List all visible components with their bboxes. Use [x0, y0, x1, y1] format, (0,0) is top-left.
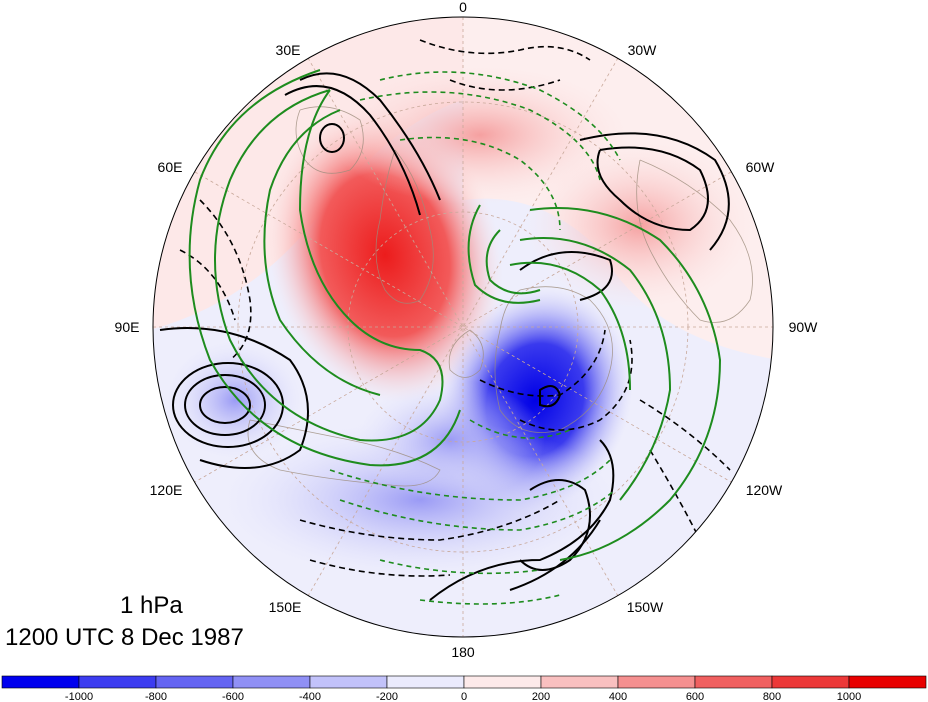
colorbar-swatch: [771, 675, 850, 689]
colorbar-tick-label: -600: [222, 691, 244, 702]
lon-label-60e: 60E: [158, 159, 183, 175]
lon-label-30w: 30W: [628, 42, 658, 58]
colorbar-swatch: [463, 675, 542, 689]
lon-label-30e: 30E: [276, 42, 301, 58]
colorbar-swatch: [848, 675, 927, 689]
colorbar-swatch: [540, 675, 619, 689]
timestamp-label: 1200 UTC 8 Dec 1987: [5, 624, 244, 651]
colorbar-swatch: [386, 675, 465, 689]
lon-label-0: 0: [459, 0, 467, 15]
colorbar-tick-label: 0: [461, 691, 467, 702]
lon-label-60w: 60W: [746, 159, 776, 175]
colorbar-swatch: [694, 675, 773, 689]
colorbar: -1000 -800 -600 -400 -200 0 200 400 600 800 1000: [1, 675, 927, 702]
colorbar-tick-label: 800: [763, 691, 781, 702]
colorbar-swatch: [309, 675, 388, 689]
lon-label-90w: 90W: [789, 319, 819, 335]
colorbar-tick-label: -400: [299, 691, 321, 702]
lon-label-180: 180: [451, 644, 475, 660]
colorbar-tick-label: -200: [376, 691, 398, 702]
longitude-labels: 0 30W 60W 90W 120W 150W 180 150E 120E 90…: [115, 0, 819, 660]
pressure-level-label: 1 hPa: [120, 592, 183, 619]
lon-label-90e: 90E: [115, 319, 140, 335]
colorbar-swatch: [78, 675, 157, 689]
lon-label-120w: 120W: [746, 482, 783, 498]
colorbar-swatch: [155, 675, 234, 689]
lon-label-150e: 150E: [269, 599, 302, 615]
colorbar-swatch: [232, 675, 311, 689]
colorbar-tick-label: 200: [532, 691, 550, 702]
map-border: [152, 16, 774, 638]
lon-label-120e: 120E: [150, 482, 183, 498]
shaded-field: [153, 17, 773, 637]
colorbar-tick-label: 400: [609, 691, 627, 702]
colorbar-swatch: [1, 675, 80, 689]
lon-label-150w: 150W: [627, 599, 664, 615]
colorbar-tick-label: 600: [686, 691, 704, 702]
colorbar-swatch: [617, 675, 696, 689]
colorbar-tick-label: -1000: [65, 691, 93, 702]
colorbar-tick-label: -800: [145, 691, 167, 702]
colorbar-tick-label: 1000: [837, 691, 861, 702]
